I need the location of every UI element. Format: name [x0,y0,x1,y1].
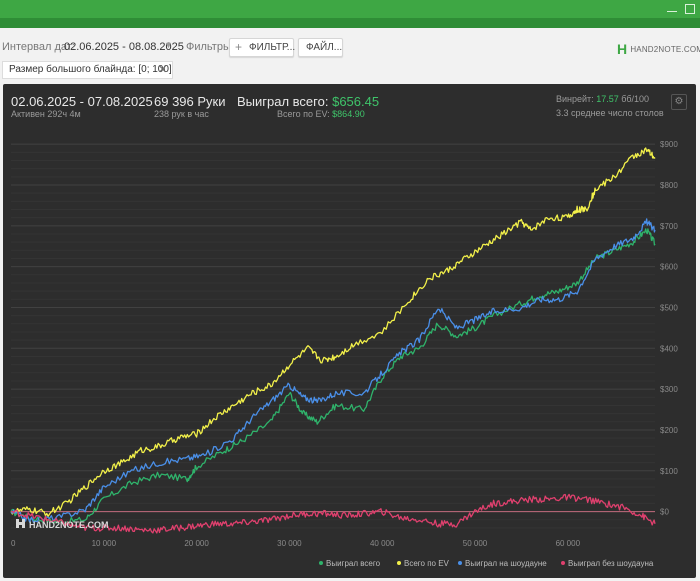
chevron-down-icon[interactable]: ▼ [164,40,173,50]
summary-hands: 69 396 Руки [154,94,226,109]
y-tick-label: $100 [660,467,678,476]
series-line [10,147,656,518]
chart-lines [10,147,656,534]
summary-won-total: Выиграл всего: $656.45 [237,94,379,109]
maximize-icon[interactable] [685,4,695,14]
chart-legend: Выиграл всего Всего по EV Выиграл на шоуда… [319,559,654,568]
summary-active-time: Активен 292ч 4м [11,109,81,119]
title-bar [0,0,700,28]
y-tick-label: $300 [660,385,678,394]
summary-date-range: 02.06.2025 - 07.08.2025 [11,94,153,109]
watermark-logo-side [22,519,25,528]
x-tick-label: 50 000 [463,539,488,548]
toolbar: Интервал дат: 02.06.2025 - 08.08.2025 ▼ … [0,36,700,58]
chart-watermark: HAND2NOTE.COM [16,519,109,530]
add-filter-button[interactable]: + ФИЛЬТР... [229,38,296,57]
plus-icon: + [235,40,243,54]
x-tick-label: 10 000 [92,539,117,548]
y-tick-label: $700 [660,222,678,231]
filter-chip[interactable]: Размер большого блайнда: [0; 100] ✕ [2,61,173,79]
close-icon[interactable]: ✕ [158,64,168,76]
legend-label: Выиграл всего [326,559,381,568]
y-tick-label: $500 [660,303,678,312]
filter-chip-label: Размер большого блайнда: [0; 100] [9,64,172,75]
brand-logo: H HAND2NOTE.COM [617,39,700,57]
date-range-label: Интервал дат: [2,41,75,53]
won-total-label: Выиграл всего: [237,94,329,109]
winrate-label: Винрейт: [556,94,594,104]
gear-icon[interactable]: ⚙ [671,94,687,110]
file-button-label: ФАЙЛ... [306,42,343,53]
legend-marker [561,561,565,565]
graph-panel: 02.06.2025 - 07.08.2025 Активен 292ч 4м … [3,84,696,578]
x-tick-label: 60 000 [556,539,581,548]
y-tick-label: $0 [660,508,669,517]
legend-label: Выиграл на шоудауне [465,559,547,568]
x-tick-label: 0 [11,539,16,548]
x-tick-label: 30 000 [277,539,302,548]
y-tick-label: $800 [660,181,678,190]
chart-axes: $0 $100 $200 $300 $400 $500 $600 $700 $800 $900 0 1… [11,140,678,548]
x-tick-label: 20 000 [184,539,209,548]
winrate-unit: бб/100 [621,94,650,104]
logo-icon: H [617,41,628,57]
legend-label: Всего по EV [404,559,450,568]
legend-marker [397,561,401,565]
y-tick-label: $200 [660,426,678,435]
y-tick-label: $900 [660,140,678,149]
y-tick-label: $400 [660,344,678,353]
brand-logo-text: HAND2NOTE.COM [630,45,700,54]
profit-chart: $0 $100 $200 $300 $400 $500 $600 $700 $800 $900 0 1… [10,140,678,568]
add-filter-label: ФИЛЬТР... [249,42,296,53]
legend-label: Выиграл без шоудауна [568,559,654,568]
file-button[interactable]: ФАЙЛ... [298,38,343,57]
series-line [10,493,656,534]
title-bar-stripe [0,18,700,28]
date-range-select[interactable]: 02.06.2025 - 08.08.2025 [64,41,184,53]
minimize-icon[interactable] [667,11,677,12]
winrate-value: 17.57 [596,94,619,104]
series-line [10,228,656,525]
watermark-logo-bar [16,522,25,525]
x-tick-label: 40 000 [370,539,395,548]
ev-total-label: Всего по EV: [277,109,330,119]
summary-avg-tables: 3.3 среднее число столов [556,108,664,118]
legend-marker [458,561,462,565]
ev-total-value: $864.90 [332,109,365,119]
summary-hands-per-hour: 238 рук в час [154,109,209,119]
legend-marker [319,561,323,565]
summary-winrate: Винрейт: 17.57 бб/100 [556,94,649,104]
watermark-text: HAND2NOTE.COM [29,520,109,530]
summary-ev-total: Всего по EV: $864.90 [277,109,365,119]
chart-grid [11,143,655,529]
series-line [10,218,656,523]
won-total-value: $656.45 [332,94,380,109]
y-tick-label: $600 [660,263,678,272]
filters-label: Фильтры: [186,41,234,53]
